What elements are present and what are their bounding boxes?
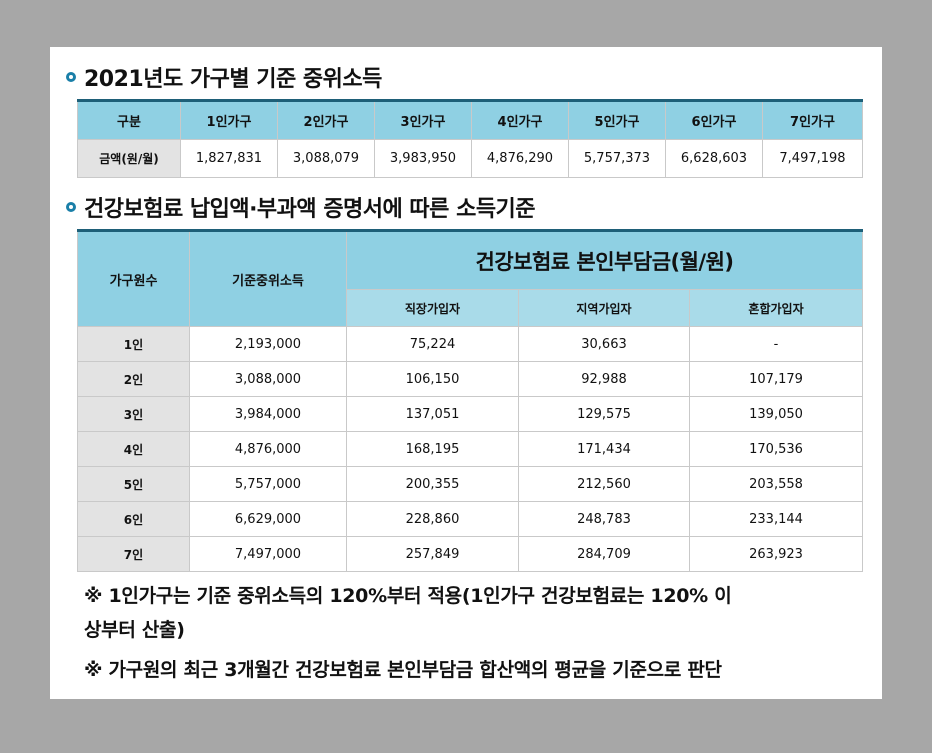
header-cell: 1인가구 [180,100,278,140]
table-header-row: 구분 1인가구 2인가구 3인가구 4인가구 5인가구 6인가구 7인가구 [77,100,863,140]
table-cell: 129,575 [518,396,690,432]
header-income: 기준중위소득 [189,230,347,327]
table-cell: - [688,326,864,362]
table-cell: 263,923 [688,536,864,572]
note-2: ※ 가구원의 최근 3개월간 건강보험료 본인부담금 합산액의 평균을 기준으로… [84,653,864,687]
table-row: 금액(원/월) 1,827,831 3,088,079 3,983,950 4,… [77,139,863,178]
table-subheader-row: 직장가입자 지역가입자 혼합가입자 [78,289,864,327]
table-cell: 170,536 [688,431,864,467]
header-cell: 3인가구 [374,100,472,140]
table-cell: 5,757,373 [568,139,666,178]
table-cell: 6,629,000 [189,501,347,537]
row-label: 5인 [77,466,190,502]
table-cell: 3,088,000 [189,361,347,397]
header-premium: 건강보험료 본인부담금(월/원) [345,230,864,290]
table-cell: 75,224 [346,326,519,362]
note-1-line1: ※ 1인가구는 기준 중위소득의 120%부터 적용(1인가구 건강보험료는 1… [84,585,732,607]
table-cell: 30,663 [518,326,690,362]
header-cell: 4인가구 [471,100,569,140]
table-cell: 248,783 [518,501,690,537]
table-cell: 3,983,950 [374,139,472,178]
table-cell: 168,195 [346,431,519,467]
table-cell: 4,876,290 [471,139,569,178]
subheader-cell: 지역가입자 [518,289,690,327]
header-cell: 2인가구 [277,100,375,140]
note-2-text: ※ 가구원의 최근 3개월간 건강보험료 본인부담금 합산액의 평균을 기준으로… [84,659,722,681]
median-income-table: 구분 1인가구 2인가구 3인가구 4인가구 5인가구 6인가구 7인가구 금액… [77,99,863,178]
table-cell: 228,860 [346,501,519,537]
row-label: 2인 [77,361,190,397]
table-cell: 6,628,603 [665,139,763,178]
table-cell: 284,709 [518,536,690,572]
table-cell: 200,355 [346,466,519,502]
table-cell: 137,051 [346,396,519,432]
table-cell: 7,497,000 [189,536,347,572]
bullet-icon [66,72,76,82]
table-cell: 203,558 [688,466,864,502]
table-cell: 171,434 [518,431,690,467]
header-cell: 구분 [77,100,181,140]
section2-title-text: 건강보험료 납입액·부과액 증명서에 따른 소득기준 [84,197,536,222]
table-cell: 3,984,000 [189,396,347,432]
table-cell: 1,827,831 [180,139,278,178]
note-1-line2: 상부터 산출) [84,619,185,641]
table-cell: 233,144 [688,501,864,537]
table-cell: 106,150 [346,361,519,397]
header-cell: 5인가구 [568,100,666,140]
row-label: 4인 [77,431,190,467]
table-cell: 5,757,000 [189,466,347,502]
table-cell: 2,193,000 [189,326,347,362]
row-label: 7인 [77,536,190,572]
subheader-cell: 직장가입자 [346,289,519,327]
row-label: 1인 [77,326,190,362]
note-1: ※ 1인가구는 기준 중위소득의 120%부터 적용(1인가구 건강보험료는 1… [84,579,864,647]
table-cell: 107,179 [688,361,864,397]
table-cell: 92,988 [518,361,690,397]
table-row: 3인 3,984,000 137,051 129,575 139,050 [77,396,864,432]
table-row: 2인 3,088,000 106,150 92,988 107,179 [77,361,864,397]
table-row: 7인 7,497,000 257,849 284,709 263,923 [77,536,864,572]
table-header-row: 가구원수 기준중위소득 건강보험료 본인부담금(월/원) [77,230,864,327]
table-row: 1인 2,193,000 75,224 30,663- [77,326,864,362]
document-sheet: 2021년도 가구별 기준 중위소득 구분 1인가구 2인가구 3인가구 4인가… [50,47,882,699]
row-label: 3인 [77,396,190,432]
table-cell: 4,876,000 [189,431,347,467]
bullet-icon [66,202,76,212]
header-cell: 6인가구 [665,100,763,140]
table-row: 4인 4,876,000 168,195 171,434 170,536 [77,431,864,467]
premium-table: 가구원수 기준중위소득 건강보험료 본인부담금(월/원) 직장가입자 지역가입자… [77,229,864,572]
table-cell: 212,560 [518,466,690,502]
table-cell: 3,088,079 [277,139,375,178]
row-label: 금액(원/월) [77,139,181,178]
subheader-cell: 혼합가입자 [688,289,864,327]
section1-title: 2021년도 가구별 기준 중위소득 [66,61,382,93]
table-cell: 7,497,198 [762,139,863,178]
table-cell: 139,050 [688,396,864,432]
header-cell: 7인가구 [762,100,863,140]
section2-title: 건강보험료 납입액·부과액 증명서에 따른 소득기준 [66,191,536,223]
table-row: 5인 5,757,000 200,355 212,560 203,558 [77,466,864,502]
table-row: 6인 6,629,000 228,860 248,783 233,144 [77,501,864,537]
header-household: 가구원수 [77,230,190,327]
section1-title-text: 2021년도 가구별 기준 중위소득 [84,67,382,92]
table-cell: 257,849 [346,536,519,572]
row-label: 6인 [77,501,190,537]
